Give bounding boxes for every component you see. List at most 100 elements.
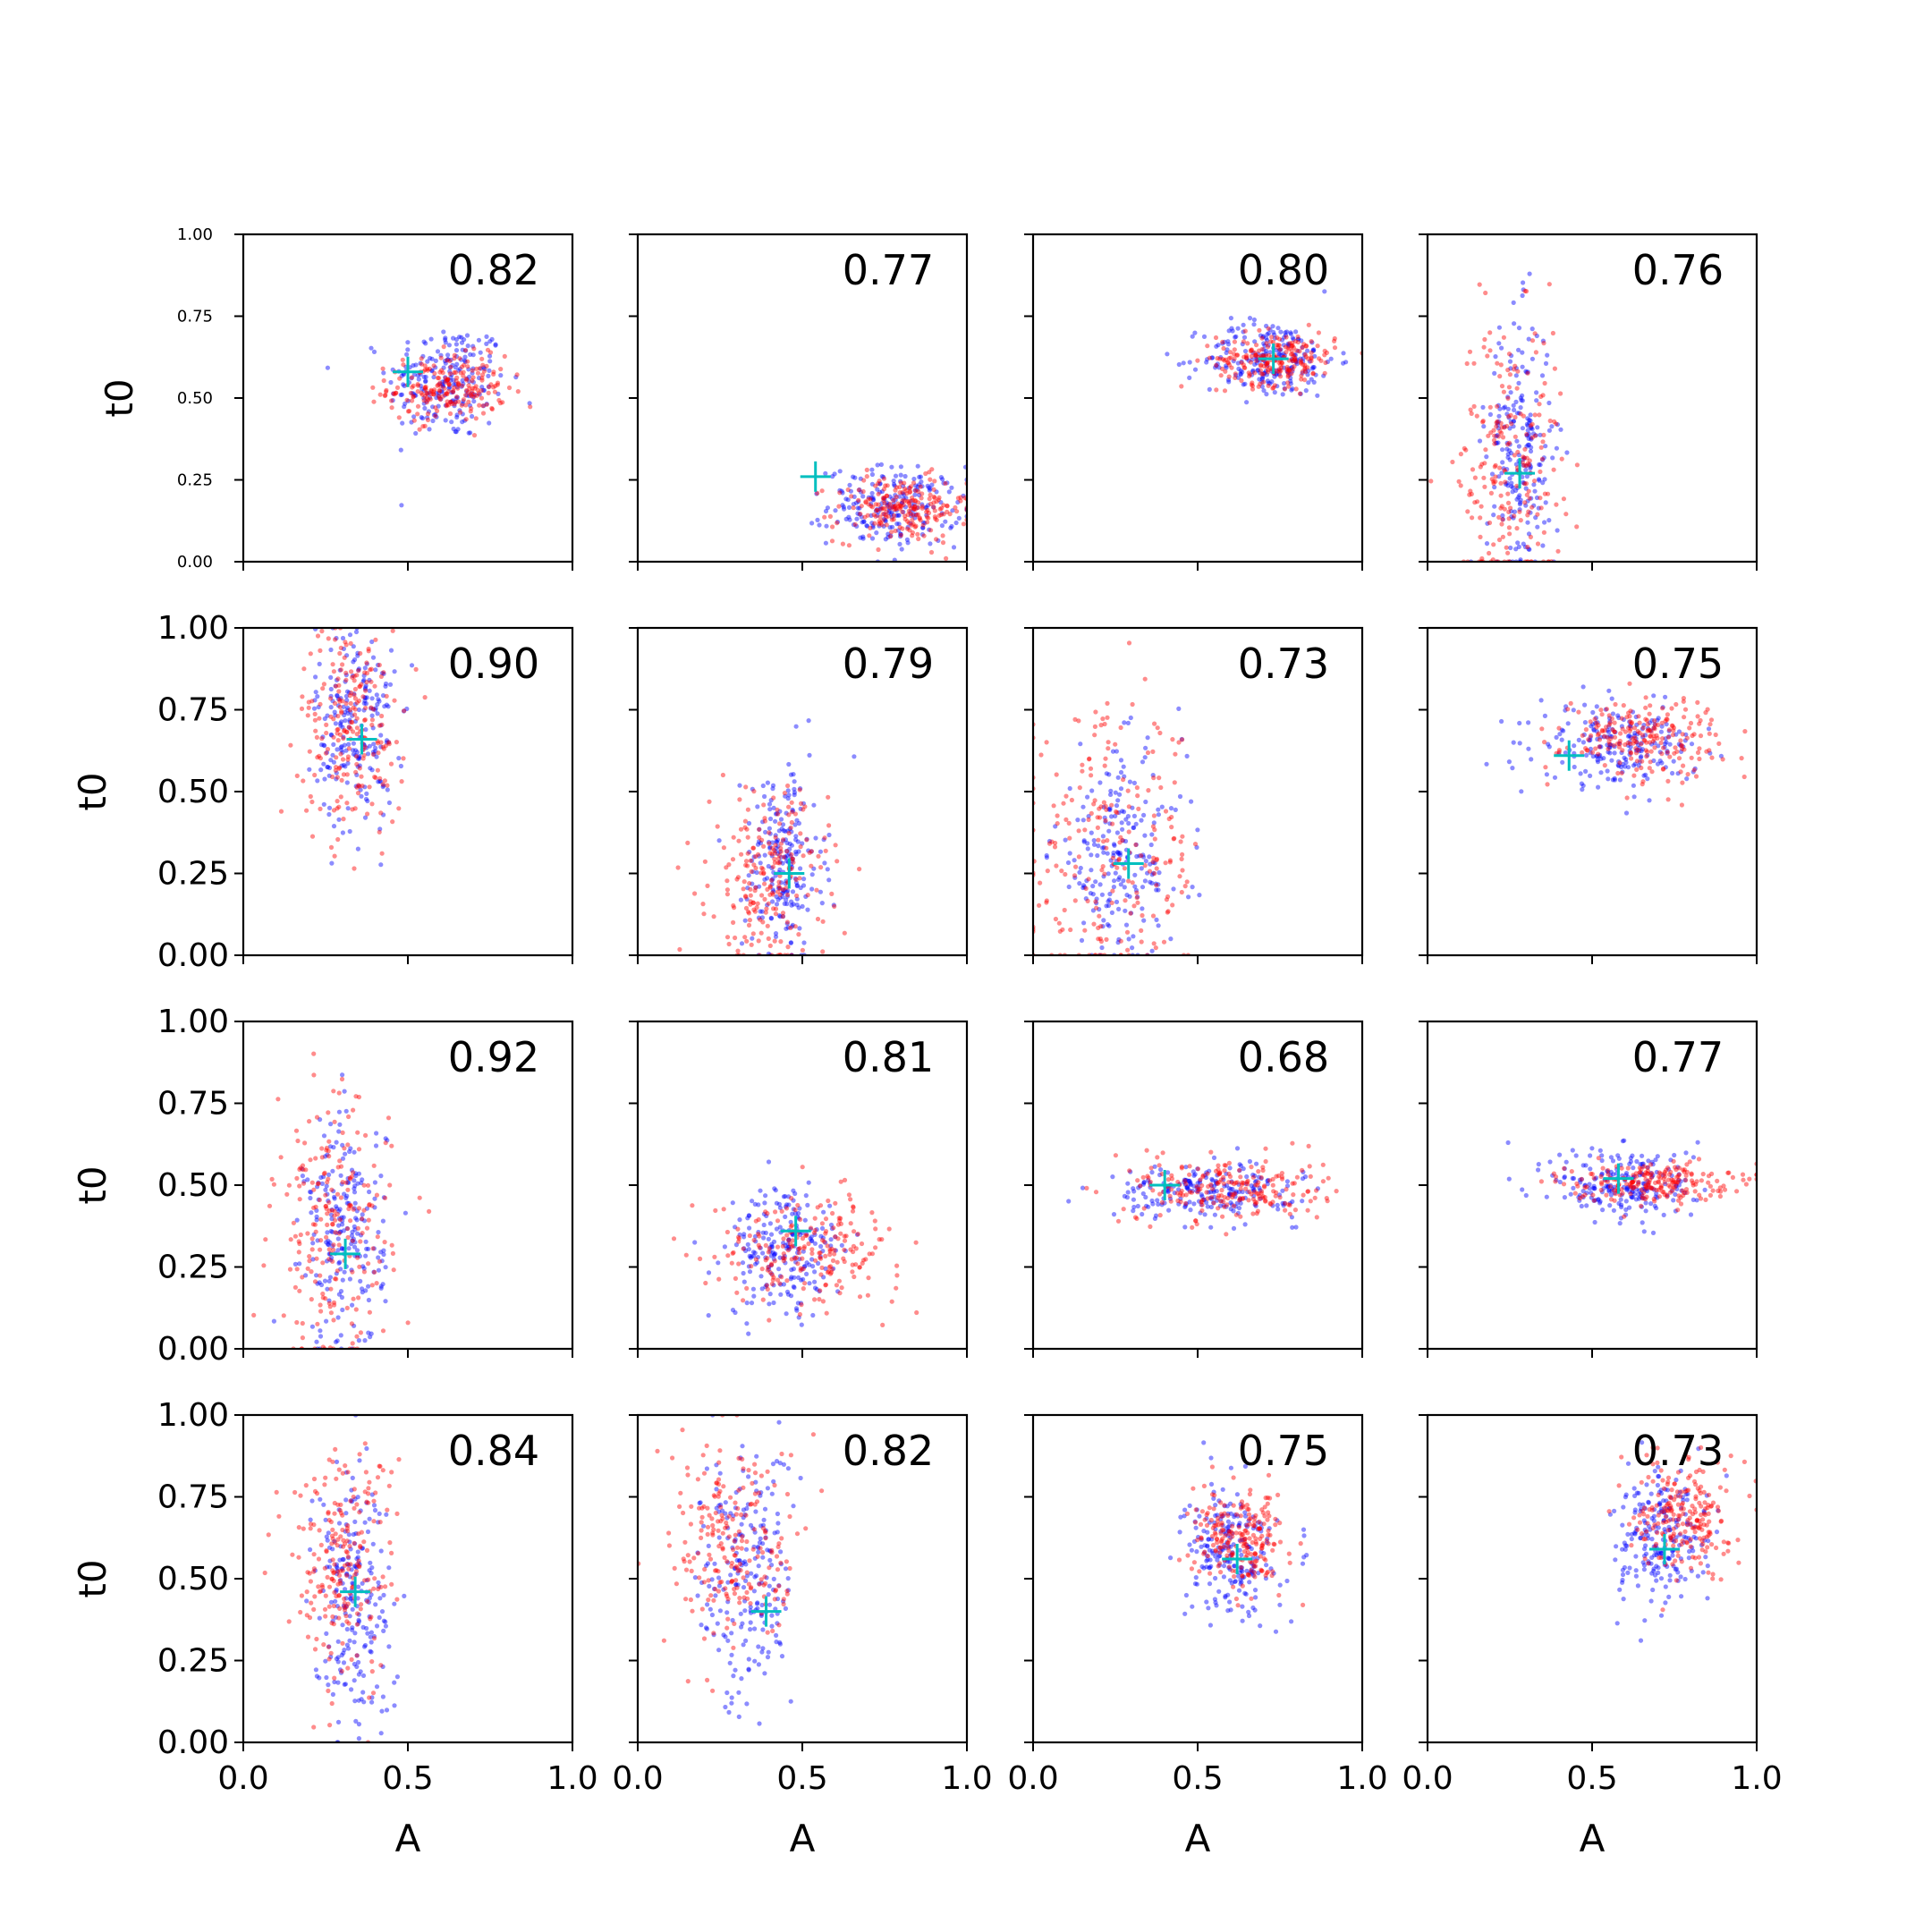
point-red	[1238, 1186, 1243, 1191]
point-blue	[1131, 813, 1137, 819]
point-red	[1479, 504, 1484, 509]
point-blue	[1118, 882, 1123, 887]
point-red	[750, 931, 756, 936]
point-red	[345, 757, 351, 762]
point-red	[885, 504, 891, 509]
point-blue	[1078, 741, 1083, 747]
point-red	[1178, 1191, 1183, 1196]
point-blue	[428, 336, 434, 342]
point-blue	[738, 897, 744, 902]
point-red	[1174, 1191, 1180, 1196]
point-red	[826, 794, 831, 800]
point-blue	[790, 889, 796, 894]
point-blue	[1116, 809, 1122, 816]
point-red	[291, 1220, 296, 1225]
point-red	[1215, 1180, 1220, 1185]
point-red	[902, 516, 908, 522]
point-blue	[1275, 1202, 1280, 1208]
point-blue	[1526, 336, 1531, 342]
point-red	[867, 1251, 872, 1257]
point-blue	[1516, 544, 1521, 550]
point-blue	[826, 877, 832, 883]
point-red	[1602, 728, 1607, 733]
point-red	[1224, 1202, 1230, 1208]
point-red	[1199, 1208, 1205, 1213]
point-blue	[1185, 1178, 1191, 1183]
point-red	[801, 1286, 806, 1292]
point-red	[863, 500, 869, 505]
point-red	[275, 1097, 281, 1102]
point-red	[431, 392, 436, 397]
point-red	[1069, 797, 1074, 803]
point-red	[834, 1283, 840, 1288]
point-blue	[409, 419, 414, 425]
point-red	[915, 504, 920, 511]
point-red	[1530, 435, 1535, 440]
point-red	[1520, 460, 1525, 465]
point-red	[832, 1251, 837, 1257]
point-red	[1106, 740, 1111, 745]
point-blue	[1183, 1165, 1189, 1170]
point-blue	[810, 1264, 816, 1269]
point-blue	[895, 528, 902, 533]
point-red	[1154, 883, 1159, 888]
point-red	[897, 503, 902, 508]
point-blue	[345, 708, 351, 713]
point-blue	[331, 759, 336, 765]
point-blue	[459, 340, 465, 345]
point-blue	[1225, 342, 1232, 347]
point-blue	[1588, 746, 1593, 752]
point-blue	[351, 644, 356, 649]
point-red	[1535, 541, 1541, 547]
point-red	[744, 1285, 750, 1291]
point-blue	[1496, 422, 1501, 428]
point-red	[1636, 747, 1641, 753]
point-blue	[1583, 768, 1589, 775]
point-red	[343, 640, 348, 645]
point-blue	[753, 1239, 758, 1244]
point-red	[491, 369, 496, 375]
point-blue	[747, 849, 752, 855]
point-red	[961, 521, 966, 527]
point-red	[903, 487, 909, 494]
point-red	[318, 1309, 324, 1314]
point-blue	[381, 812, 386, 818]
point-blue	[924, 513, 929, 518]
point-red	[425, 411, 431, 417]
point-red	[320, 1260, 326, 1266]
point-blue	[923, 504, 928, 511]
point-blue	[807, 1281, 812, 1286]
point-red	[422, 695, 428, 700]
point-blue	[369, 767, 375, 773]
point-blue	[767, 807, 773, 812]
point-blue	[900, 491, 905, 496]
point-blue	[1113, 870, 1118, 876]
point-blue	[1255, 368, 1260, 373]
point-red	[1334, 1189, 1339, 1194]
point-blue	[1651, 725, 1657, 731]
point-blue	[774, 838, 779, 844]
point-blue	[330, 752, 335, 758]
point-blue	[462, 354, 468, 360]
point-blue	[1484, 761, 1489, 767]
point-blue	[877, 481, 883, 487]
point-red	[788, 1224, 793, 1229]
point-red	[393, 390, 399, 396]
point-blue	[1607, 733, 1613, 739]
point-blue	[325, 713, 330, 718]
point-red	[1109, 802, 1114, 808]
point-red	[1599, 727, 1605, 733]
point-blue	[345, 1180, 351, 1185]
point-blue	[383, 1299, 388, 1304]
point-blue	[1133, 887, 1139, 894]
point-blue	[328, 693, 334, 699]
point-red	[375, 767, 380, 773]
point-blue	[376, 1230, 381, 1235]
point-red	[764, 1283, 770, 1288]
point-red	[1134, 785, 1140, 791]
point-red	[724, 878, 730, 884]
point-red	[1318, 358, 1324, 363]
point-blue	[1089, 830, 1094, 835]
point-red	[900, 498, 905, 504]
point-red	[1691, 767, 1697, 773]
